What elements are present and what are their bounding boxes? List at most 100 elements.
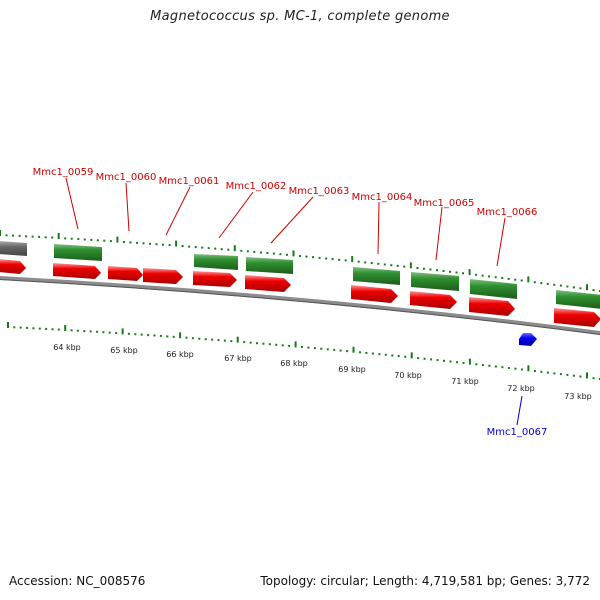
gene-block[interactable] — [0, 241, 27, 256]
gene-arrow[interactable] — [193, 271, 237, 287]
minor-tick — [204, 338, 207, 341]
gene-label[interactable]: Mmc1_0064 — [352, 192, 413, 203]
minor-tick — [102, 331, 105, 334]
major-tick — [179, 332, 182, 339]
gene-block[interactable] — [411, 272, 459, 291]
minor-tick — [12, 234, 14, 237]
gene-arrow[interactable] — [410, 291, 457, 309]
minor-tick — [416, 267, 419, 269]
minor-tick — [475, 273, 478, 276]
minor-tick — [553, 372, 556, 375]
gene-block[interactable] — [470, 279, 517, 299]
gene-arrow[interactable] — [53, 263, 101, 279]
gene-label[interactable]: Mmc1_0060 — [96, 172, 157, 183]
minor-tick — [514, 367, 517, 370]
gene-arrow[interactable] — [554, 308, 600, 327]
minor-tick — [90, 238, 93, 241]
gene-label[interactable]: Mmc1_0067 — [487, 427, 548, 438]
minor-tick — [134, 333, 137, 336]
minor-tick — [365, 351, 368, 354]
minor-tick — [230, 340, 233, 343]
gene-arrow[interactable] — [469, 297, 515, 316]
minor-tick — [566, 373, 569, 376]
gene-label[interactable]: Mmc1_0062 — [226, 181, 287, 192]
scale-label: 65 kbp — [110, 346, 138, 355]
gene-arrow[interactable] — [245, 275, 291, 292]
minor-tick — [44, 236, 47, 239]
minor-tick — [155, 243, 158, 246]
minor-tick — [318, 256, 321, 259]
minor-tick — [96, 239, 99, 242]
gene-block[interactable] — [194, 254, 238, 270]
gene-block[interactable] — [556, 290, 600, 309]
scale-label: 67 kbp — [224, 354, 252, 363]
minor-tick — [520, 279, 523, 282]
minor-tick — [475, 363, 478, 366]
minor-tick — [417, 357, 420, 360]
forward-strand-genes — [0, 241, 600, 309]
minor-tick — [281, 344, 284, 347]
minor-tick — [572, 374, 575, 377]
gene-block[interactable] — [54, 244, 102, 261]
gene-arrow[interactable] — [143, 268, 183, 284]
minor-tick — [136, 241, 138, 244]
gene-label[interactable]: Mmc1_0063 — [289, 186, 350, 197]
minor-tick — [142, 242, 145, 245]
minor-tick — [442, 270, 445, 272]
minor-tick — [333, 348, 336, 351]
major-tick — [409, 262, 412, 269]
minor-tick — [25, 235, 28, 238]
minor-tick — [259, 251, 262, 254]
gene-arrow[interactable] — [351, 285, 398, 303]
minor-tick — [331, 258, 334, 261]
minor-tick — [70, 237, 73, 240]
minor-tick — [533, 370, 536, 372]
minor-tick — [194, 246, 197, 249]
map-title: Magnetococcus sp. MC-1, complete genome — [150, 9, 450, 24]
minor-tick — [546, 371, 549, 374]
gene-label[interactable]: Mmc1_0066 — [477, 207, 538, 218]
scale-label: 66 kbp — [166, 350, 194, 359]
minor-tick — [540, 282, 543, 285]
minor-tick — [38, 327, 41, 330]
minor-tick — [279, 253, 282, 256]
minor-tick — [462, 272, 464, 275]
minor-tick — [383, 263, 386, 266]
minor-tick — [211, 338, 214, 341]
minor-tick — [45, 327, 48, 330]
major-tick — [64, 325, 67, 331]
scale-labels: 64 kbp 65 kbp 66 kbp 67 kbp 68 kbp 69 kb… — [53, 343, 592, 401]
minor-tick — [253, 250, 256, 253]
minor-tick — [312, 256, 314, 259]
minor-tick — [443, 359, 445, 362]
gene-block[interactable] — [246, 257, 293, 274]
blue-gene-arrow[interactable] — [519, 333, 537, 346]
minor-tick — [339, 349, 342, 352]
minor-tick — [320, 347, 323, 350]
minor-tick — [449, 360, 452, 363]
minor-tick — [201, 246, 204, 249]
minor-tick — [359, 351, 361, 354]
minor-tick — [488, 275, 491, 278]
gene-arrow[interactable] — [108, 266, 143, 281]
minor-tick — [429, 268, 432, 271]
minor-tick — [32, 327, 35, 330]
gene-label[interactable]: Mmc1_0059 — [33, 167, 94, 178]
minor-tick — [357, 260, 360, 263]
major-tick — [410, 352, 413, 359]
major-tick — [352, 346, 355, 353]
gene-arrow[interactable] — [0, 259, 26, 274]
scale-label: 72 kbp — [507, 384, 535, 393]
gene-label[interactable]: Mmc1_0065 — [414, 198, 475, 209]
minor-tick — [456, 361, 458, 364]
minor-tick — [540, 370, 543, 373]
major-tick — [175, 240, 178, 247]
minor-tick — [149, 242, 151, 245]
minor-tick — [89, 330, 92, 333]
gene-label[interactable]: Mmc1_0061 — [159, 176, 220, 187]
minor-tick — [338, 258, 341, 261]
minor-tick — [377, 262, 380, 265]
minor-tick — [371, 352, 374, 355]
gene-block[interactable] — [353, 267, 400, 285]
minor-tick — [191, 337, 194, 340]
